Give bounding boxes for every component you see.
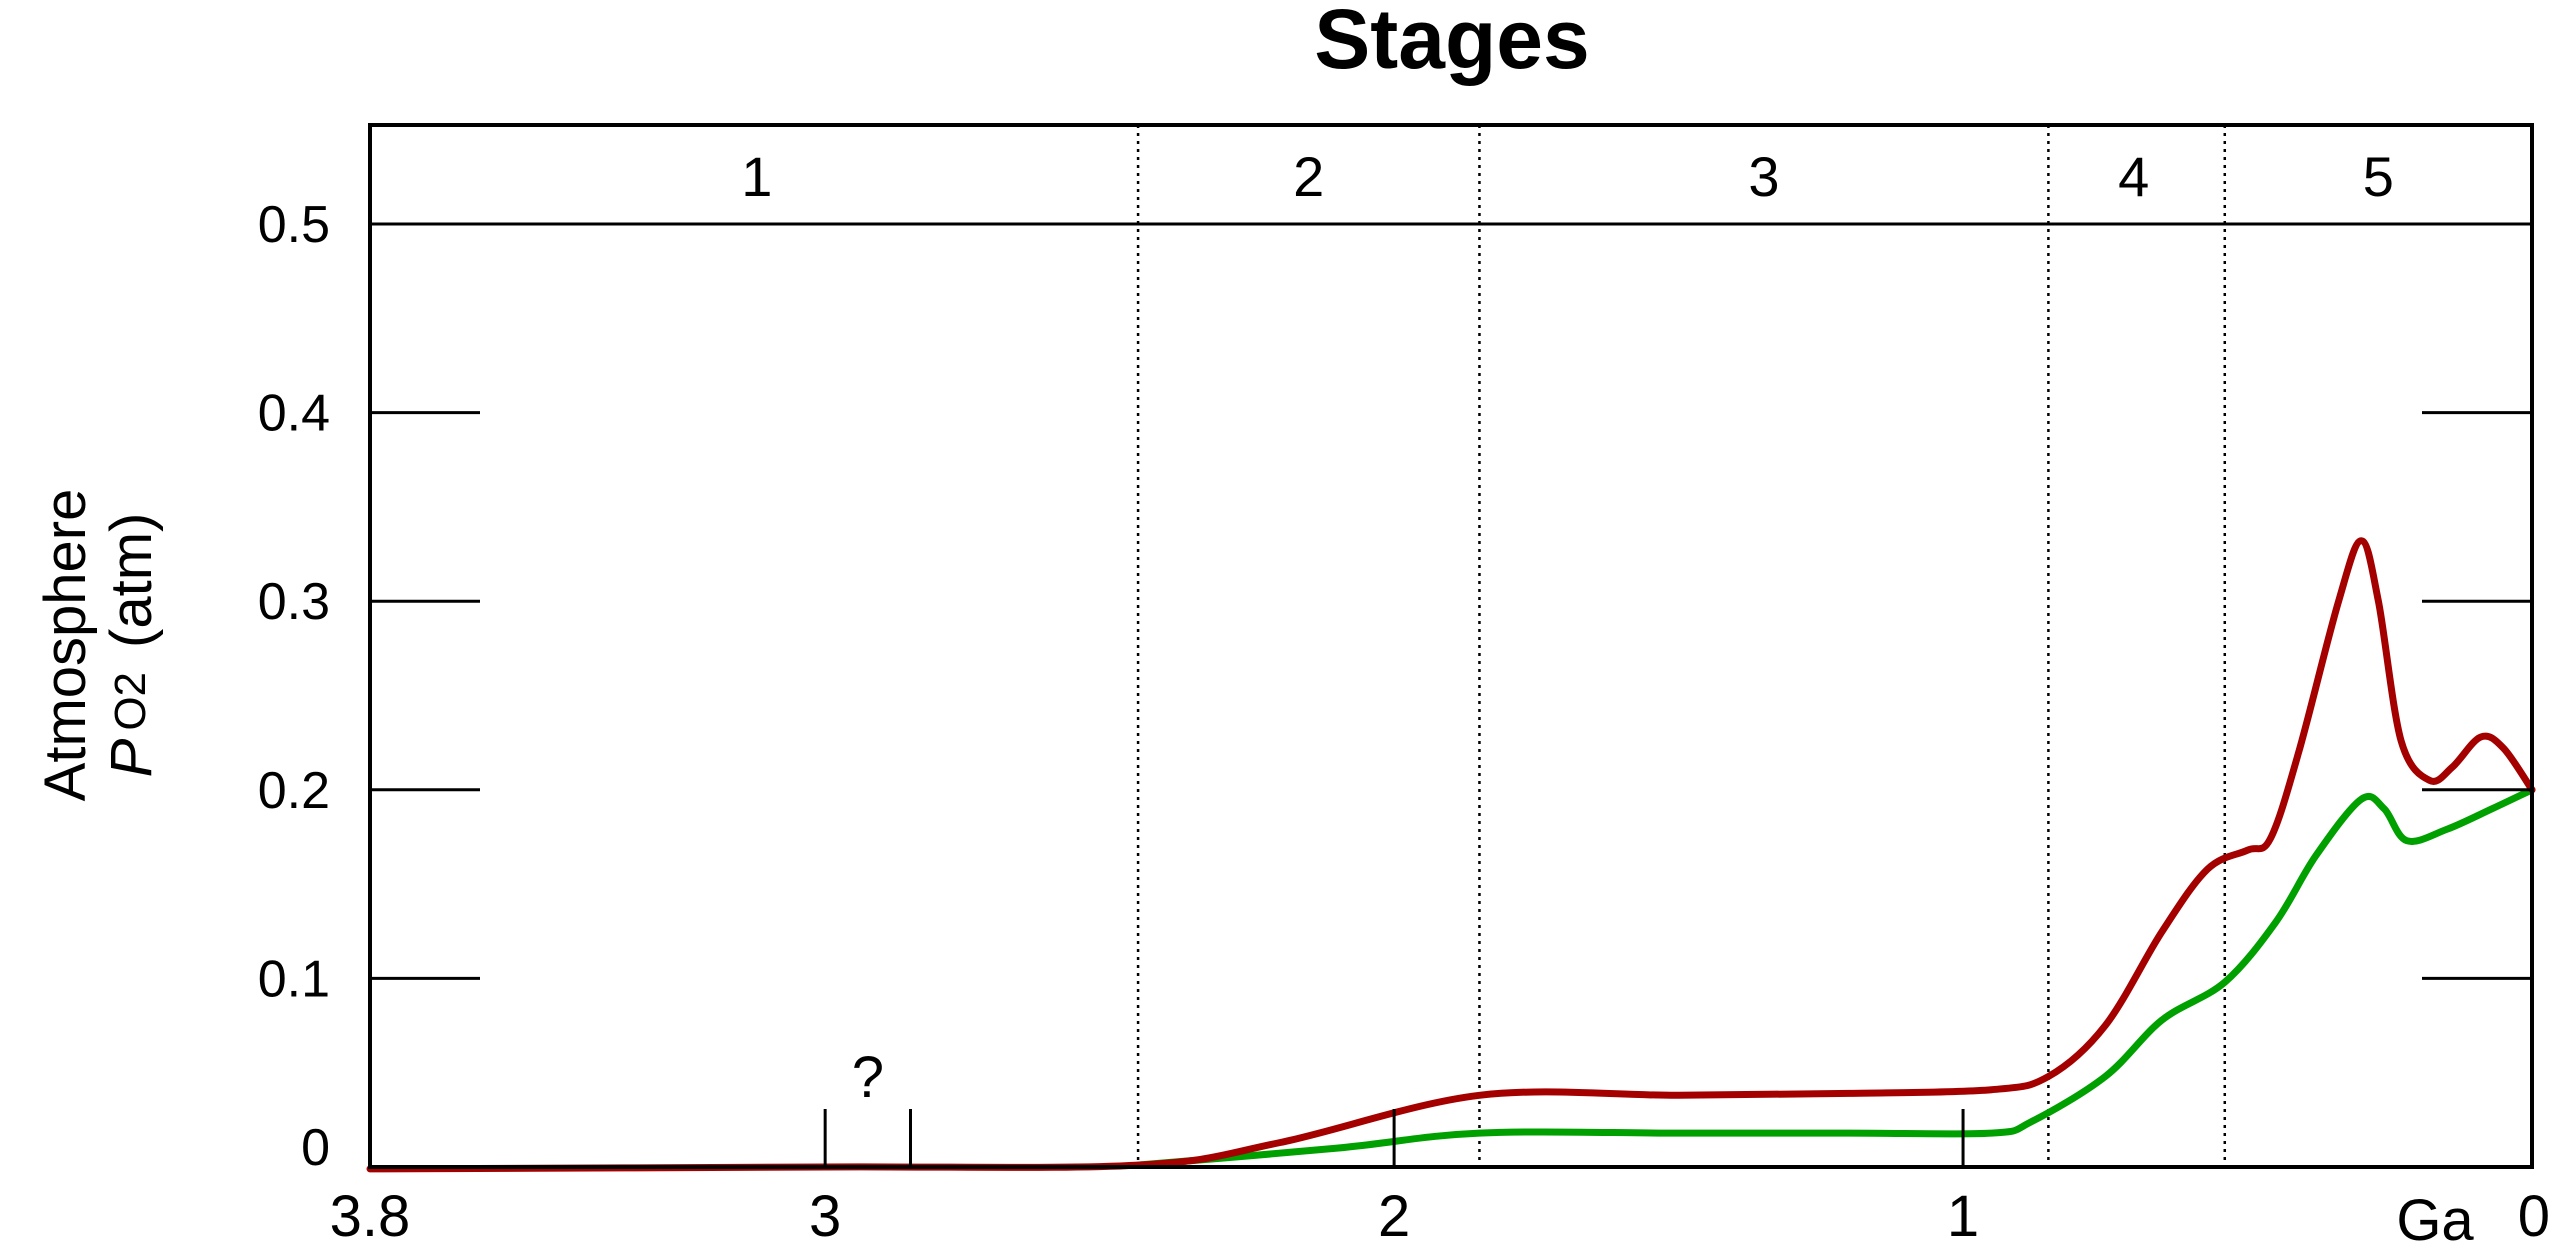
plot-frame	[368, 123, 2534, 1169]
x-tick-label: 0	[2518, 1184, 2550, 1249]
stage-label-1: 1	[741, 145, 772, 208]
x-tick-label: 1	[1947, 1184, 1979, 1249]
x-tick-label: 3	[809, 1184, 841, 1249]
y-tick-label: 0.2	[258, 762, 330, 820]
y-axis-label-unit: (atm)	[99, 513, 164, 648]
y-axis-label-line1: Atmosphere	[33, 489, 98, 802]
y-tick-label: 0.1	[258, 950, 330, 1008]
y-tick-label: 0	[301, 1119, 330, 1177]
y-tick-label: 0.5	[258, 196, 330, 254]
x-axis-unit: Ga	[2396, 1188, 2474, 1250]
y-axis-label: Atmosphere PO2 (atm)	[33, 489, 164, 802]
y-tick-label: 0.4	[258, 385, 330, 443]
uncertainty-label: ?	[852, 1045, 884, 1110]
series-line-upper	[366, 537, 2536, 1173]
stage-label-3: 3	[1748, 145, 1779, 208]
y-axis-label-symbol: P	[99, 738, 164, 777]
y-tick-label: 0.3	[258, 573, 330, 631]
y-axis-label-line2: PO2 (atm)	[99, 513, 164, 778]
y-axis-label-subscript: O	[106, 696, 155, 730]
stage-label-4: 4	[2118, 145, 2149, 208]
x-tick-label: 2	[1378, 1184, 1410, 1249]
chart-title: Stages	[1314, 0, 1589, 86]
x-tick-label: 3.8	[330, 1184, 411, 1249]
stage-label-2: 2	[1293, 145, 1324, 208]
y-axis-label-subscript-number: 2	[106, 672, 155, 696]
series-line-lower	[1134, 786, 2536, 1169]
stage-label-5: 5	[2363, 145, 2394, 208]
